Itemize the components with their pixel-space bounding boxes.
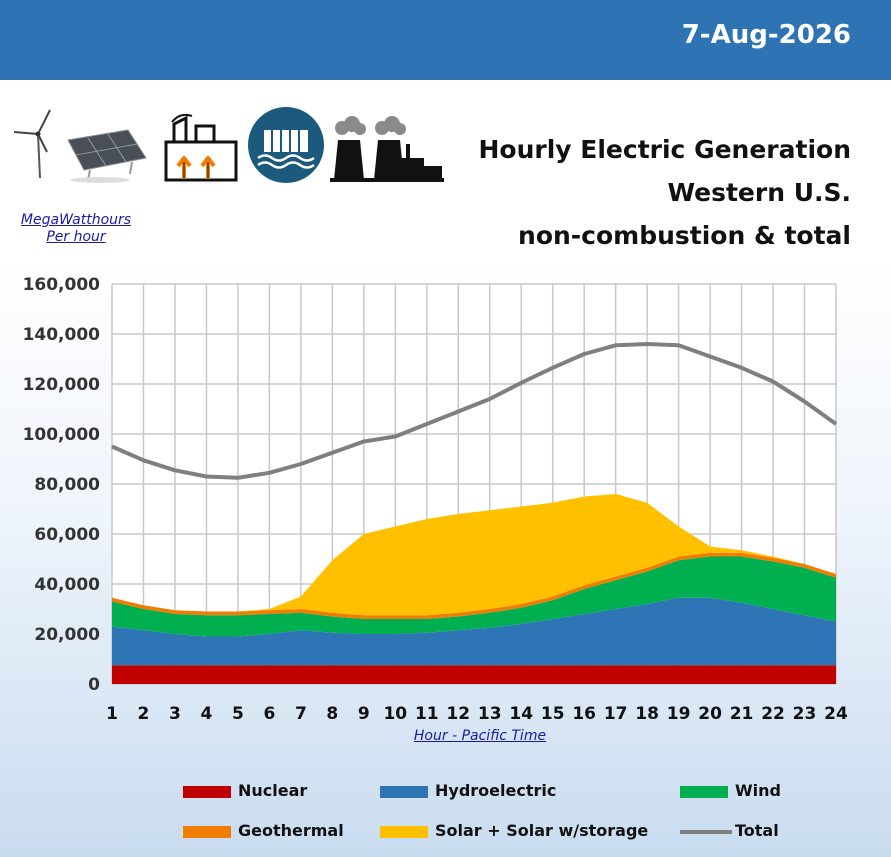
x-tick-label: 9 [358, 704, 370, 724]
legend-label-geothermal: Geothermal [238, 821, 344, 840]
geothermal-plant-icon [164, 113, 238, 182]
x-tick-label: 10 [383, 704, 407, 724]
x-tick-label: 5 [232, 704, 244, 724]
line-total [111, 342, 838, 480]
wind-turbine-icon [13, 109, 51, 179]
x-tick-label: 3 [169, 704, 181, 724]
legend-label-total: Total [735, 821, 779, 840]
chart-title: Hourly Electric Generation Western U.S. … [478, 128, 851, 257]
x-tick-label: 18 [635, 704, 659, 724]
y-tick-label: 20,000 [34, 625, 100, 645]
units-line-2: Per hour [46, 229, 106, 245]
x-tick-label: 15 [541, 704, 565, 724]
nuclear-plant-icon [330, 116, 444, 182]
y-tick-label: 160,000 [23, 275, 101, 295]
x-tick-label: 6 [263, 704, 275, 724]
legend-swatch-solar [380, 826, 428, 838]
legend-label-solar: Solar + Solar w/storage [435, 821, 649, 840]
x-tick-label: 17 [604, 704, 628, 724]
x-tick-label: 1 [106, 704, 118, 724]
x-tick-label: 8 [326, 704, 338, 724]
area-nuclear [112, 665, 836, 684]
legend-label-hydro: Hydroelectric [435, 781, 557, 800]
title-line-1: Hourly Electric Generation [478, 135, 851, 164]
energy-icons [13, 107, 444, 183]
x-tick-label: 13 [478, 704, 502, 724]
x-tick-label: 24 [824, 704, 848, 724]
area-wind [112, 556, 836, 637]
y-tick-label: 60,000 [34, 525, 100, 545]
y-axis-units: MegaWatthours Per hour [14, 212, 138, 246]
legend-swatch-hydro [380, 786, 428, 798]
generation-chart: 0 20,000 40,000 60,000 80,000 100,000 120,000 1… [23, 275, 848, 724]
x-tick-label: 22 [761, 704, 785, 724]
area-hydro [112, 597, 836, 666]
report-date: 7-Aug-2026 [681, 20, 851, 50]
y-tick-label: 140,000 [23, 325, 101, 345]
legend-swatch-nuclear [183, 786, 231, 798]
legend-swatch-total [680, 830, 732, 834]
legend-label-wind: Wind [735, 781, 781, 800]
x-tick-label: 11 [415, 704, 439, 724]
y-tick-label: 40,000 [34, 575, 100, 595]
x-tick-label: 2 [138, 704, 150, 724]
header-bar: 7-Aug-2026 [0, 0, 891, 80]
y-tick-label: 80,000 [34, 475, 100, 495]
title-line-2: Western U.S. [667, 178, 851, 207]
x-tick-label: 14 [509, 704, 533, 724]
x-tick-label: 19 [667, 704, 691, 724]
x-tick-label: 23 [793, 704, 817, 724]
y-tick-label: 120,000 [23, 375, 101, 395]
y-tick-label: 0 [88, 675, 100, 695]
x-tick-label: 4 [201, 704, 213, 724]
solar-panel-icon [67, 129, 147, 183]
title-line-3: non-combustion & total [518, 221, 851, 250]
x-tick-label: 21 [730, 704, 754, 724]
legend-swatch-geothermal [183, 826, 231, 838]
legend-label-nuclear: Nuclear [238, 781, 308, 800]
y-tick-label: 100,000 [23, 425, 101, 445]
hydro-dam-icon [248, 107, 324, 183]
x-tick-label: 20 [698, 704, 722, 724]
units-line-1: MegaWatthours [20, 212, 132, 228]
x-tick-label: 12 [446, 704, 470, 724]
area-solar [112, 494, 836, 616]
x-tick-label: 16 [572, 704, 596, 724]
area-geothermal [112, 552, 836, 619]
x-tick-label: 7 [295, 704, 307, 724]
legend-swatch-wind [680, 786, 728, 798]
x-axis-title: Hour - Pacific Time [413, 728, 547, 744]
